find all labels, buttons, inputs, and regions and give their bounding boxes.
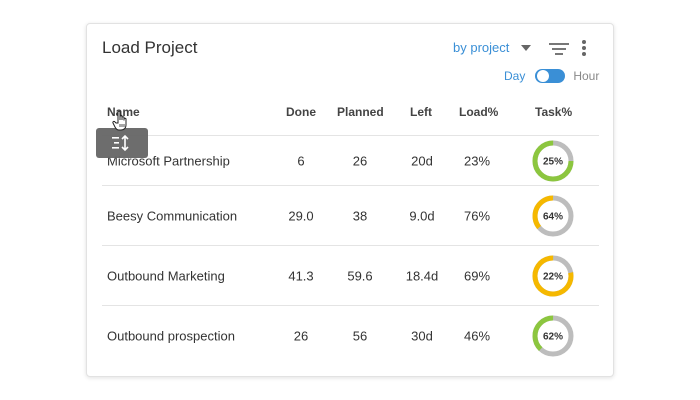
task-percent-label: 62% bbox=[543, 332, 563, 343]
planned-value: 59.6 bbox=[347, 268, 373, 284]
left-value: 18.4d bbox=[405, 268, 439, 284]
column-header-load[interactable]: Load% bbox=[459, 105, 499, 119]
sort-icon bbox=[112, 134, 129, 152]
unit-toggle-row: Day Hour bbox=[504, 69, 599, 83]
load-value: 23% bbox=[463, 153, 491, 169]
load-value: 69% bbox=[463, 268, 491, 284]
task-progress-ring: 64% bbox=[532, 195, 574, 237]
chevron-down-icon bbox=[521, 44, 532, 51]
unit-hour-label: Hour bbox=[573, 69, 600, 83]
task-percent-label: 25% bbox=[543, 157, 563, 168]
column-header-left[interactable]: Left bbox=[410, 105, 432, 119]
column-header-planned[interactable]: Planned bbox=[337, 105, 384, 119]
day-hour-toggle[interactable] bbox=[535, 69, 566, 83]
column-header-name[interactable]: Name bbox=[107, 105, 140, 119]
task-percent-label: 22% bbox=[543, 272, 563, 283]
more-vertical-icon[interactable] bbox=[581, 39, 587, 57]
table-row[interactable]: Outbound prospection 26 56 30d 46% 62% bbox=[102, 305, 599, 366]
planned-value: 38 bbox=[352, 208, 368, 224]
task-progress-ring: 62% bbox=[532, 315, 574, 357]
done-value: 29.0 bbox=[288, 208, 314, 224]
project-name: Outbound Marketing bbox=[107, 268, 225, 284]
toggle-knob bbox=[537, 70, 550, 82]
column-header-task[interactable]: Task% bbox=[535, 105, 573, 119]
task-progress-ring: 22% bbox=[532, 255, 574, 297]
done-value: 6 bbox=[297, 153, 305, 169]
planned-value: 56 bbox=[352, 328, 368, 344]
task-progress-ring: 25% bbox=[532, 140, 574, 182]
table-row[interactable]: Microsoft Partnership 6 26 20d 23% 25% bbox=[102, 135, 599, 186]
done-value: 41.3 bbox=[288, 268, 314, 284]
left-value: 9.0d bbox=[409, 208, 435, 224]
table-row[interactable]: Beesy Communication 29.0 38 9.0d 76% 64% bbox=[102, 185, 599, 246]
column-header-done[interactable]: Done bbox=[286, 105, 316, 119]
group-by-dropdown[interactable]: by project bbox=[453, 40, 532, 55]
ring-progress-arc bbox=[532, 195, 574, 237]
ring-progress-arc bbox=[532, 140, 574, 182]
left-value: 30d bbox=[411, 328, 433, 344]
planned-value: 26 bbox=[352, 153, 368, 169]
unit-day-label: Day bbox=[504, 69, 526, 83]
hand-pointer-icon bbox=[112, 110, 127, 131]
left-value: 20d bbox=[411, 153, 433, 169]
project-name: Beesy Communication bbox=[107, 208, 238, 224]
load-project-card: Load Project by project Day Hour Name Do… bbox=[86, 23, 614, 377]
group-by-label: by project bbox=[453, 40, 510, 55]
load-value: 46% bbox=[463, 328, 491, 344]
task-percent-label: 64% bbox=[543, 212, 563, 223]
done-value: 26 bbox=[293, 328, 309, 344]
sort-tooltip[interactable] bbox=[96, 128, 148, 158]
load-value: 76% bbox=[463, 208, 491, 224]
card-title: Load Project bbox=[102, 38, 198, 57]
filter-lines-icon[interactable] bbox=[549, 41, 569, 57]
project-name: Outbound prospection bbox=[107, 328, 235, 344]
table-row[interactable]: Outbound Marketing 41.3 59.6 18.4d 69% 22% bbox=[102, 245, 599, 306]
